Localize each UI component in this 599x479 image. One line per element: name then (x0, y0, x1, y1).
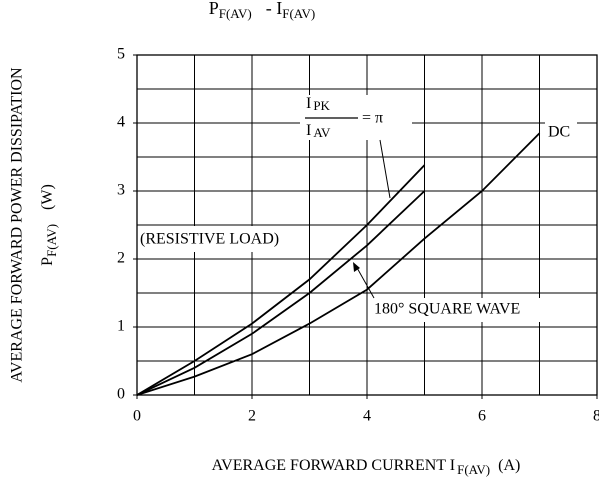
title-p: P (209, 0, 219, 18)
leader-arrow (353, 262, 360, 272)
leader-line (355, 265, 375, 299)
title-sub2: F(AV) (282, 6, 315, 21)
y-axis-symbol: PF(AV) (W) (39, 184, 59, 266)
x-tick-label: 8 (593, 408, 599, 425)
label-bg (145, 226, 307, 252)
y-tick-label: 5 (117, 46, 125, 63)
legend-square: 180° SQUARE WAVE (374, 301, 520, 318)
x-axis-label: AVERAGE FORWARD CURRENT I F(AV) (A) (212, 457, 521, 477)
label-bg (368, 298, 564, 322)
den: I (306, 122, 311, 139)
x-label-sub: F(AV) (457, 462, 490, 477)
y-symbol-sub: F(AV) (44, 224, 59, 257)
den-sub: AV (313, 125, 331, 140)
chart-title: PF(AV) - IF(AV) (209, 0, 316, 21)
x-tick-label: 4 (363, 408, 371, 425)
x-unit: (A) (498, 457, 520, 474)
legend-dc: DC (548, 124, 570, 141)
y-tick-label: 4 (117, 114, 125, 131)
pi-eq: = π (362, 110, 383, 127)
y-tick-label: 0 (117, 386, 125, 403)
title-sub: F(AV) (219, 6, 252, 21)
x-tick-label: 0 (133, 408, 141, 425)
annotation-load: (RESISTIVE LOAD) (140, 231, 279, 248)
leader-line (379, 139, 391, 199)
series-line (136, 164, 426, 396)
num-sub: PK (313, 98, 330, 113)
pi-denominator: I AV (306, 122, 331, 140)
label-bg (545, 122, 577, 144)
y-unit: (W) (39, 184, 56, 210)
plot-frame (136, 54, 598, 396)
series-line (136, 190, 426, 396)
y-axis-label: AVERAGE FORWARD POWER DISSIPATION (9, 67, 26, 383)
y-tick-label: 1 (117, 318, 125, 335)
pi-numerator: I PK (306, 95, 331, 113)
x-label-text: AVERAGE FORWARD CURRENT I (212, 457, 455, 474)
series-line (136, 132, 541, 396)
num: I (306, 95, 311, 112)
y-tick-label: 2 (117, 250, 125, 267)
y-tick-label: 3 (117, 182, 125, 199)
y-symbol: P (39, 257, 56, 266)
title-sep: - I (266, 0, 283, 18)
x-tick-label: 2 (248, 408, 256, 425)
x-tick-label: 6 (478, 408, 486, 425)
